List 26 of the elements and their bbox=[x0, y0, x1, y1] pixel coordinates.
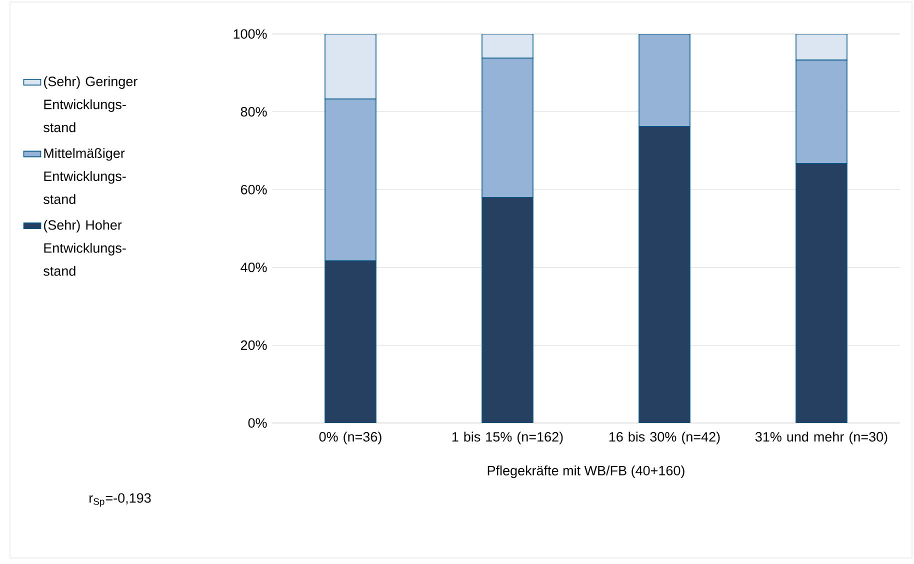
bar bbox=[482, 34, 534, 59]
bar bbox=[638, 34, 690, 127]
y-tick-label: 60% bbox=[240, 184, 267, 194]
legend-label: (Sehr) Hoher Entwicklungs-stand bbox=[44, 220, 126, 276]
bar bbox=[482, 196, 534, 423]
y-tick-label: 80% bbox=[240, 107, 267, 117]
y-tick-label: 20% bbox=[240, 340, 267, 350]
y-tick-label: 100% bbox=[234, 29, 267, 39]
y-tick-label: 0% bbox=[248, 418, 267, 428]
y-tick-label: 40% bbox=[240, 262, 267, 272]
bar bbox=[638, 126, 690, 423]
bar bbox=[324, 98, 376, 262]
bar bbox=[482, 58, 534, 198]
x-axis-title: Pflegekräfte mit WB/FB (40+160) bbox=[488, 465, 684, 478]
x-tick-label: 0% (n=36) bbox=[319, 432, 382, 444]
x-tick-label: 16 bis 30% (n=42) bbox=[609, 432, 720, 444]
legend-label: (Sehr) Geringer Entwicklungs-stand bbox=[44, 76, 138, 132]
text: r$_{Sp}$=-0,193 bbox=[90, 493, 151, 507]
bar bbox=[796, 60, 848, 164]
bar bbox=[796, 163, 848, 423]
x-tick-label: 31% und mehr (n=30) bbox=[755, 432, 888, 444]
x-tick-label: 1 bis 15% (n=162) bbox=[452, 432, 563, 444]
bar bbox=[324, 260, 376, 423]
legend-label: Mittelmäßiger Entwicklungs-stand bbox=[44, 148, 126, 204]
bar bbox=[796, 34, 848, 60]
bar bbox=[324, 34, 376, 100]
